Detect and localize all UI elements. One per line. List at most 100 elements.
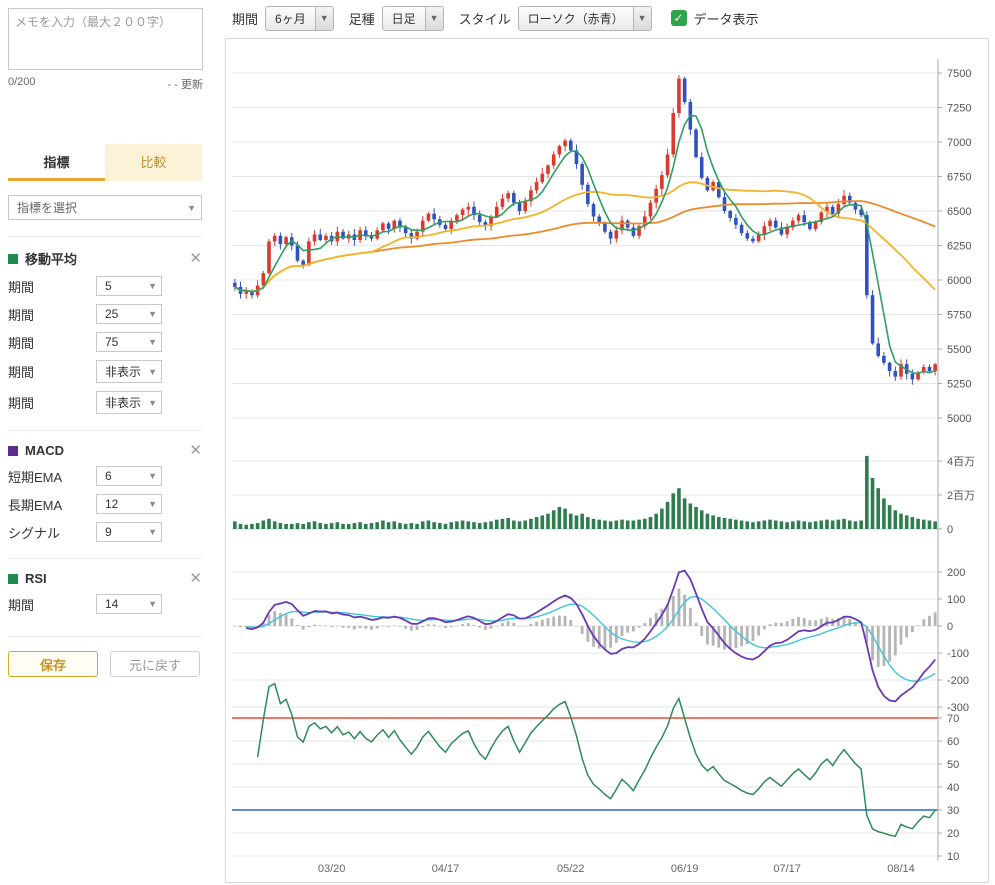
chevron-down-icon: ▼: [148, 527, 157, 537]
period-label: 期間: [232, 11, 259, 27]
ma-row-4: 期間 非表示 ▼: [8, 360, 202, 383]
ma-period-5-select[interactable]: 非表示 ▼: [96, 391, 162, 414]
chevron-down-icon: ▼: [148, 599, 157, 609]
svg-text:0: 0: [947, 621, 953, 633]
svg-text:200: 200: [947, 567, 965, 579]
ma-period-2-select[interactable]: 25 ▼: [96, 304, 162, 324]
ma-color-swatch: [8, 253, 18, 264]
macd-row-slow: 長期EMA 12 ▼: [8, 494, 202, 514]
macd-slow-select[interactable]: 12 ▼: [96, 494, 162, 514]
chevron-down-icon: ▼: [148, 471, 157, 481]
indicator-select[interactable]: 指標を選択 ▼: [8, 195, 202, 220]
svg-text:50: 50: [947, 759, 959, 771]
memo-update-label: - - 更新: [167, 79, 203, 91]
svg-text:6250: 6250: [947, 241, 971, 253]
save-button[interactable]: 保存: [8, 651, 98, 677]
svg-text:2百万: 2百万: [947, 490, 975, 502]
row-label: 短期EMA: [8, 469, 63, 485]
close-icon[interactable]: ✕: [189, 250, 202, 267]
type-label: 足種: [348, 11, 375, 27]
chart-area[interactable]: 7500 7250 7000 6750 6500 6250 6000 5750 5500 5250…: [225, 38, 989, 883]
ma-row-1: 期間 5 ▼: [8, 276, 202, 296]
memo-input[interactable]: [8, 8, 203, 70]
svg-text:5250: 5250: [947, 379, 971, 391]
svg-text:-100: -100: [947, 648, 969, 660]
chevron-down-icon: ▼: [632, 6, 651, 30]
svg-text:40: 40: [947, 782, 959, 794]
chevron-down-icon: ▼: [148, 281, 157, 291]
chevron-down-icon: ▼: [187, 202, 196, 213]
macd-layer: [233, 569, 937, 703]
moving-averages-layer: [234, 114, 936, 375]
svg-text:20: 20: [947, 828, 959, 840]
section-title: MACD: [25, 443, 64, 458]
svg-text:08/14: 08/14: [887, 863, 915, 875]
svg-text:30: 30: [947, 805, 959, 817]
chevron-down-icon: ▼: [148, 337, 157, 347]
svg-text:-300: -300: [947, 702, 969, 714]
style-select[interactable]: ローソク（赤青） ▼: [517, 5, 652, 31]
rsi-layer: [232, 683, 938, 838]
candles-layer: [233, 75, 937, 385]
axis-labels: 7500725070006750650062506000575055005250…: [947, 68, 975, 863]
reset-button[interactable]: 元に戻す: [110, 651, 200, 677]
ma-row-2: 期間 25 ▼: [8, 304, 202, 324]
close-icon[interactable]: ✕: [189, 570, 202, 587]
chart-svg: 7500725070006750650062506000575055005250…: [232, 59, 975, 875]
ma-period-4-select[interactable]: 非表示 ▼: [96, 360, 162, 383]
svg-text:5500: 5500: [947, 344, 971, 356]
ma-row-3: 期間 75 ▼: [8, 332, 202, 352]
macd-fast-select[interactable]: 6 ▼: [96, 466, 162, 486]
data-display-checkbox[interactable]: ✓: [670, 10, 687, 26]
svg-text:0: 0: [947, 524, 953, 536]
chevron-down-icon: ▼: [314, 6, 333, 30]
close-icon[interactable]: ✕: [189, 442, 202, 459]
row-label: 期間: [8, 307, 35, 323]
svg-text:6750: 6750: [947, 172, 971, 184]
row-label: 期間: [8, 279, 35, 295]
svg-text:04/17: 04/17: [432, 863, 460, 875]
row-label: シグナル: [8, 525, 61, 541]
svg-text:05/22: 05/22: [557, 863, 585, 875]
svg-text:10: 10: [947, 851, 959, 863]
svg-text:6500: 6500: [947, 206, 971, 218]
section-title: 移動平均: [25, 252, 78, 267]
right-axis: [937, 59, 942, 861]
svg-text:07/17: 07/17: [773, 863, 801, 875]
indicator-section-rsi: RSI ✕ 期間 14 ▼: [8, 558, 202, 614]
svg-text:100: 100: [947, 594, 965, 606]
macd-row-signal: シグナル 9 ▼: [8, 522, 202, 542]
row-label: 期間: [8, 335, 35, 351]
svg-text:7500: 7500: [947, 68, 971, 80]
macd-signal-select[interactable]: 9 ▼: [96, 522, 162, 542]
svg-text:03/20: 03/20: [318, 863, 346, 875]
svg-text:06/19: 06/19: [671, 863, 699, 875]
chevron-down-icon: ▼: [148, 397, 157, 408]
rsi-row-period: 期間 14 ▼: [8, 594, 202, 614]
chart-toolbar: 期間 6ヶ月 ▼ 足種 日足 ▼ スタイル ローソク（赤青） ▼ ✓ データ表示: [225, 0, 991, 36]
svg-text:4百万: 4百万: [947, 456, 975, 468]
svg-text:6000: 6000: [947, 275, 971, 287]
ma-row-5: 期間 非表示 ▼: [8, 391, 202, 414]
chevron-down-icon: ▼: [148, 366, 157, 377]
volume-layer: [233, 455, 937, 529]
candle-type-select[interactable]: 日足 ▼: [381, 5, 444, 31]
period-select[interactable]: 6ヶ月 ▼: [265, 5, 334, 31]
sidebar-buttons: 保存 元に戻す: [8, 636, 202, 677]
indicator-section-moving-average: 移動平均 ✕ 期間 5 ▼ 期間 25 ▼ 期間 75 ▼: [8, 236, 202, 414]
indicator-select-value: 指標を選択: [17, 201, 78, 215]
ma-period-3-select[interactable]: 75 ▼: [96, 332, 162, 352]
chevron-down-icon: ▼: [424, 6, 443, 30]
tab-compare[interactable]: 比較: [105, 144, 202, 181]
data-display-label: データ表示: [693, 11, 759, 27]
tab-indicators[interactable]: 指標: [8, 144, 105, 181]
row-label: 長期EMA: [8, 497, 63, 513]
sidebar: 0/200 - - 更新 指標 比較 指標を選択 ▼ 移動平均 ✕ 期間 5▼: [0, 0, 222, 677]
svg-text:60: 60: [947, 736, 959, 748]
svg-text:5000: 5000: [947, 413, 971, 425]
ma-period-1-select[interactable]: 5 ▼: [96, 276, 162, 296]
row-label: 期間: [8, 396, 35, 411]
indicator-section-macd: MACD ✕ 短期EMA 6 ▼ 長期EMA 12 ▼ シグナル 9 ▼: [8, 430, 202, 542]
rsi-period-select[interactable]: 14 ▼: [96, 594, 162, 614]
style-label: スタイル: [458, 11, 511, 27]
